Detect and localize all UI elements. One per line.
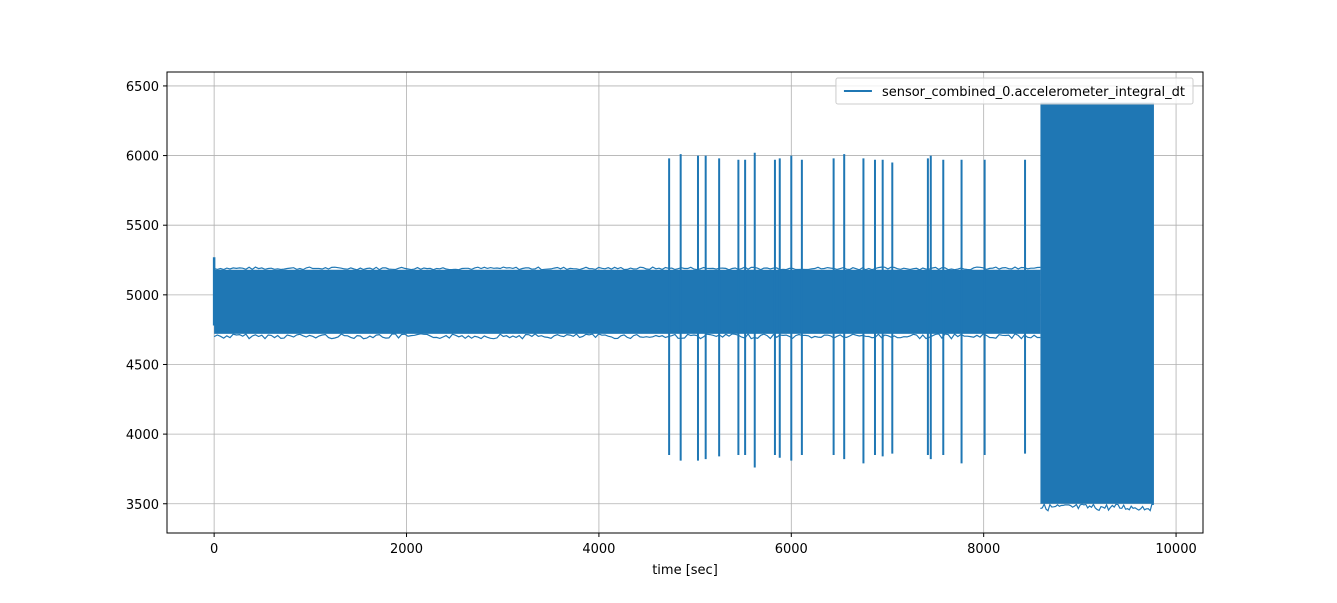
x-tick-label: 10000 [1155,542,1196,557]
y-tick-label: 6000 [126,150,159,165]
x-tick-label: 4000 [582,542,615,557]
x-tick-label: 2000 [390,542,423,557]
signal-band [1040,102,1154,504]
band-lower-edge [1040,502,1155,512]
legend-box [835,77,1194,105]
y-tick-label: 6500 [126,80,159,95]
y-tick-label: 3500 [126,498,159,513]
x-tick-label: 6000 [775,542,808,557]
x-tick-label: 0 [210,542,218,557]
x-axis-label: time [sec] [652,563,718,578]
band-lower-edge [213,332,1041,340]
plot-frame [166,71,1204,534]
legend[interactable]: sensor_combined_0.accelerometer_integral… [835,77,1194,105]
axes: 0 2000 4000 6000 8000 10000 3500 4000 4500 5000 55… [126,71,1204,557]
band-upper-edge [213,266,1041,271]
y-tick-label: 5000 [126,289,159,304]
y-tick-label: 5500 [126,219,159,234]
x-tick-label: 8000 [967,542,1000,557]
series-marks [212,102,1155,512]
y-tick-label: 4000 [126,428,159,443]
y-tick-label: 4500 [126,358,159,373]
signal-band [214,269,1041,334]
legend-label: sensor_combined_0.accelerometer_integral… [882,85,1185,100]
